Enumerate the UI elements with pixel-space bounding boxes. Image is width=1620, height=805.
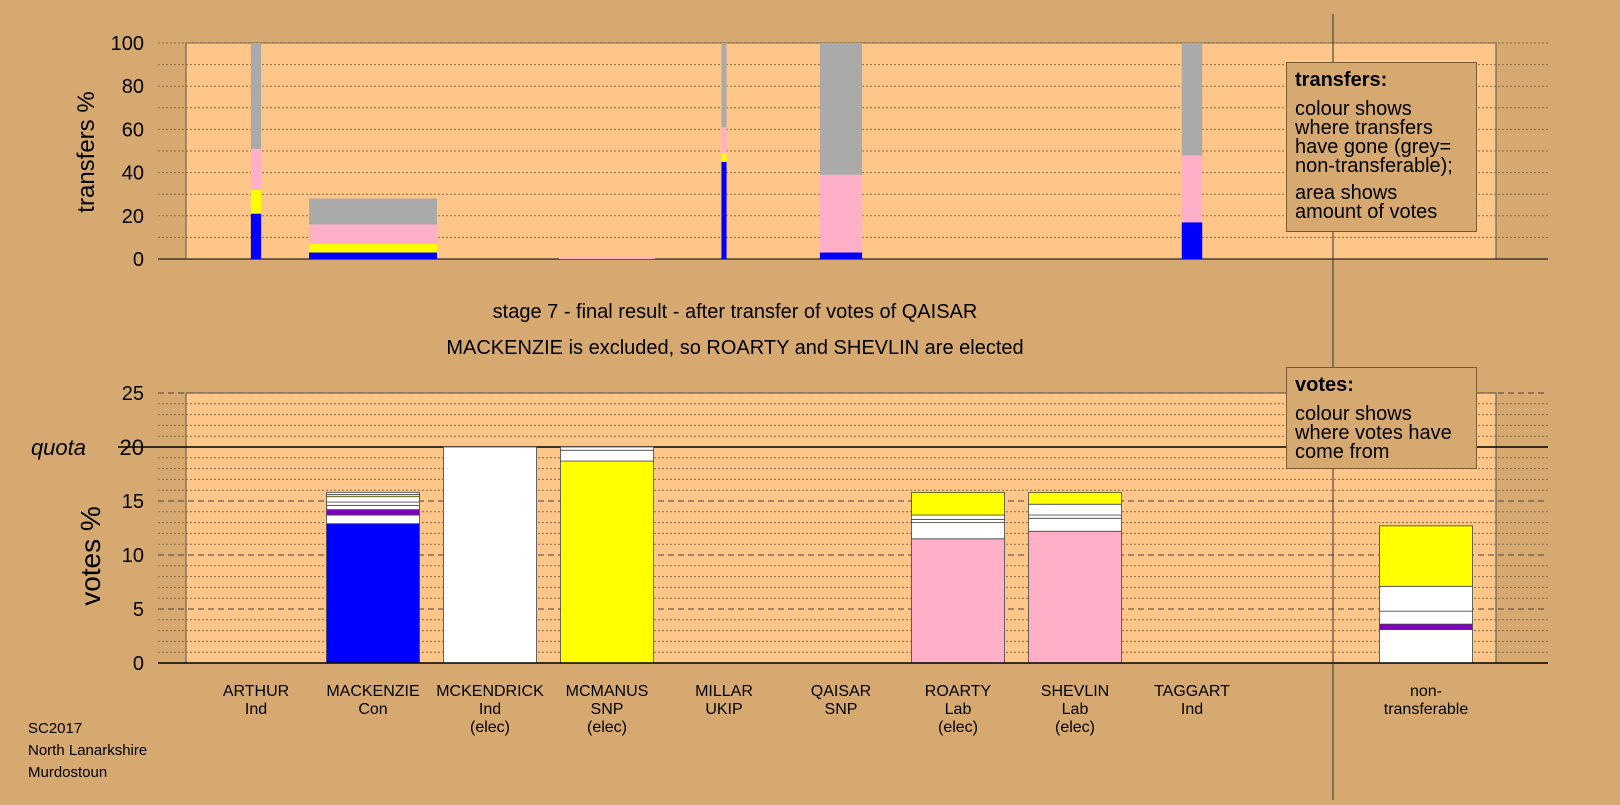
transfers-legend-title: transfers: xyxy=(1295,69,1388,91)
candidate-label: non- xyxy=(1410,683,1442,700)
transfers-legend-colour-text: colour shows where transfers have gone (… xyxy=(1295,98,1453,177)
candidate-label: Ind xyxy=(1181,701,1203,718)
candidate-label: ROARTY xyxy=(925,683,992,700)
vote-segment xyxy=(1379,585,1473,612)
transfer-segment xyxy=(1181,43,1203,156)
candidate-label: Ind xyxy=(245,701,267,718)
candidate-label: QAISAR xyxy=(811,683,871,700)
vote-segment xyxy=(1028,514,1122,519)
transfer-segment xyxy=(250,43,262,149)
vote-segment xyxy=(1028,517,1122,532)
transfer-segment xyxy=(1181,155,1203,223)
vote-segment xyxy=(1028,530,1122,664)
vote-segment xyxy=(1379,629,1473,664)
transfers-tick-label: 100 xyxy=(111,33,144,55)
vote-segment xyxy=(911,538,1005,664)
transfers-tick-label: 0 xyxy=(133,249,144,271)
vote-segment xyxy=(911,522,1005,540)
votes-tick-label: 5 xyxy=(133,599,144,621)
votes-tick-label: 15 xyxy=(122,491,144,513)
votes-legend-title: votes: xyxy=(1295,374,1354,396)
votes-tick-label: 10 xyxy=(122,545,144,567)
candidate-label: SNP xyxy=(825,701,858,718)
candidate-label: UKIP xyxy=(705,701,742,718)
vote-segment xyxy=(1379,623,1473,630)
transfer-segment xyxy=(250,213,262,259)
footer-info: SC2017 North Lanarkshire Murdostoun xyxy=(28,718,147,784)
vote-segment xyxy=(1379,610,1473,625)
candidate-label: Lab xyxy=(1062,701,1089,718)
stage-subtitle: MACKENZIE is excluded, so ROARTY and SHE… xyxy=(446,337,1023,359)
vote-segment xyxy=(443,446,537,664)
transfers-tick-label: 20 xyxy=(122,206,144,228)
candidate-label: (elec) xyxy=(587,719,627,736)
candidate-label: MCMANUS xyxy=(566,683,649,700)
votes-tick-label: 0 xyxy=(133,653,144,675)
vote-segment xyxy=(326,523,420,664)
votes-axis-label: votes % xyxy=(75,506,106,606)
transfer-segment xyxy=(309,243,437,253)
vote-segment xyxy=(326,496,420,503)
candidate-label: MACKENZIE xyxy=(326,683,419,700)
vote-segment xyxy=(911,514,1005,520)
quota-label: quota xyxy=(31,435,86,460)
transfers-legend: transfers: colour shows where transfers … xyxy=(1286,62,1477,232)
candidate-label: ARTHUR xyxy=(223,683,289,700)
transfer-segment xyxy=(819,43,863,175)
votes-tick-label: 25 xyxy=(122,383,144,405)
vote-segment xyxy=(1379,525,1473,587)
transfers-tick-label: 40 xyxy=(122,163,144,185)
candidate-label: SNP xyxy=(591,701,624,718)
footer-council: North Lanarkshire xyxy=(28,742,148,759)
vote-segment xyxy=(1028,503,1122,516)
transfer-segment xyxy=(559,256,655,259)
transfers-legend-area-text: area shows amount of votes xyxy=(1295,182,1438,223)
candidate-label: (elec) xyxy=(938,719,978,736)
votes-legend-colour-text: colour shows where votes have come from xyxy=(1295,403,1452,463)
candidate-label: Ind xyxy=(479,701,501,718)
vote-segment xyxy=(326,491,420,495)
candidate-label: Con xyxy=(358,701,387,718)
vote-segment xyxy=(911,518,1005,523)
vote-segment xyxy=(326,509,420,516)
transfers-tick-label: 80 xyxy=(122,76,144,98)
transfer-segment xyxy=(721,153,727,162)
candidate-label: (elec) xyxy=(470,719,510,736)
vote-segment xyxy=(911,491,1005,516)
vote-segment xyxy=(326,504,420,511)
candidate-label: MCKENDRICK xyxy=(436,683,544,700)
votes-legend: votes: colour shows where votes have com… xyxy=(1286,367,1477,469)
stage-title: stage 7 - final result - after transfer … xyxy=(493,301,978,323)
vote-segment xyxy=(1028,491,1122,505)
transfer-segment xyxy=(250,148,262,190)
transfer-segment xyxy=(309,224,437,244)
transfer-segment xyxy=(721,43,727,128)
footer-election: SC2017 xyxy=(28,720,83,737)
candidate-label: (elec) xyxy=(1055,719,1095,736)
footer-ward: Murdostoun xyxy=(28,764,108,781)
vote-segment xyxy=(560,460,654,664)
transfers-axis-label: transfers % xyxy=(73,91,100,212)
transfer-segment xyxy=(721,127,727,154)
transfer-segment xyxy=(309,252,437,259)
transfers-tick-label: 60 xyxy=(122,119,144,141)
transfer-segment xyxy=(819,252,863,259)
candidate-label: transferable xyxy=(1384,701,1469,718)
candidate-label: Lab xyxy=(945,701,972,718)
candidate-label: MILLAR xyxy=(695,683,753,700)
candidate-label: TAGGART xyxy=(1154,683,1230,700)
vote-segment xyxy=(560,449,654,462)
vote-segment xyxy=(326,501,420,506)
transfer-segment xyxy=(819,174,863,253)
transfer-segment xyxy=(1181,222,1203,259)
candidate-label: SHEVLIN xyxy=(1041,683,1109,700)
transfer-segment xyxy=(250,189,262,214)
transfer-segment xyxy=(721,161,727,259)
transfer-segment xyxy=(309,198,437,225)
vote-segment xyxy=(560,446,654,451)
vote-segment xyxy=(326,514,420,525)
